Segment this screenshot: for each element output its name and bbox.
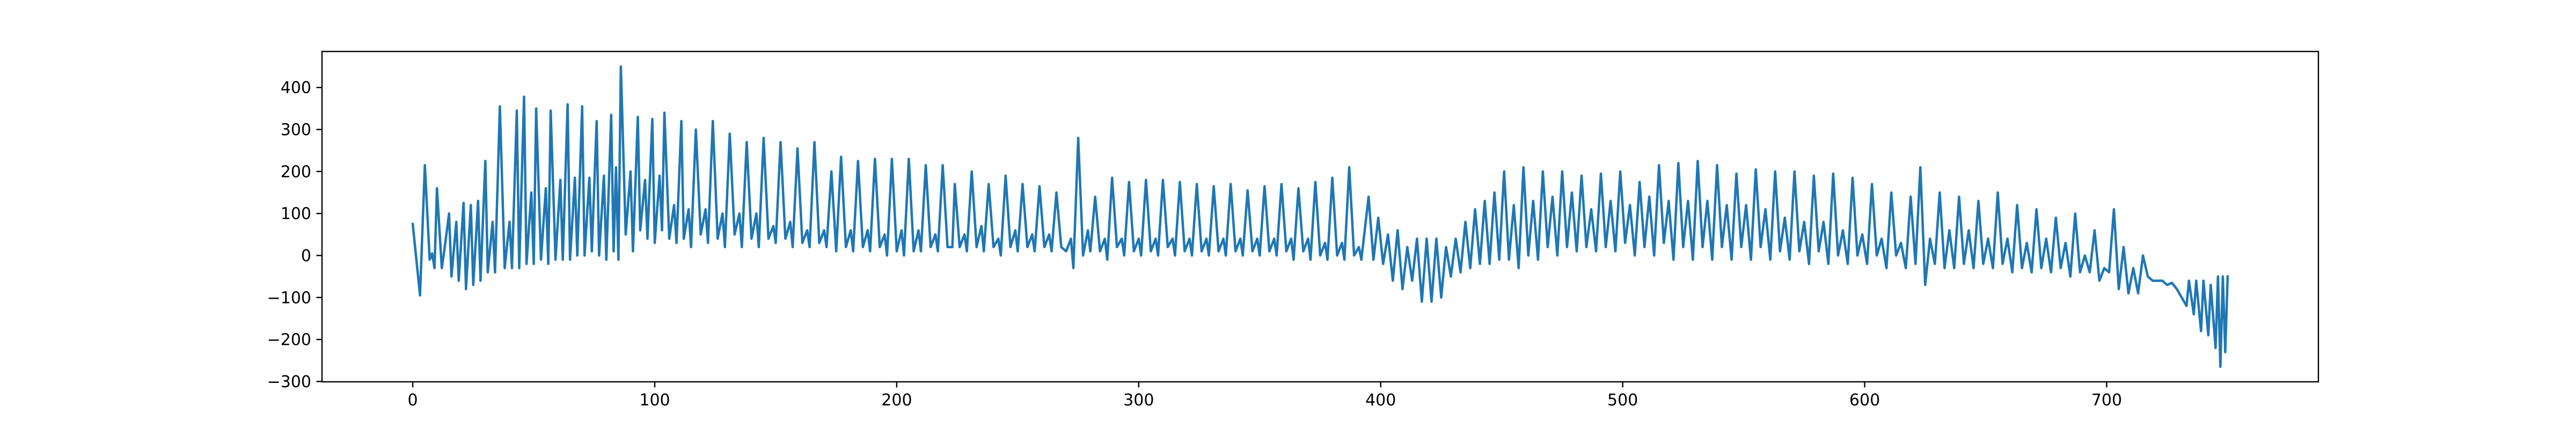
axes-frame [321, 50, 2319, 383]
x-tick-label: 600 [1849, 391, 1880, 410]
y-tick-label: −100 [267, 289, 311, 307]
ticks: 0 100 200 300 400 500 600 700 −300 −200 −100 0 100 20… [267, 79, 2122, 410]
x-tick-label: 0 [408, 391, 418, 410]
x-tick-label: 400 [1365, 391, 1396, 410]
x-tick-label: 500 [1607, 391, 1638, 410]
y-tick-label: −300 [267, 373, 311, 391]
y-tick-label: 0 [301, 247, 311, 265]
y-tick-label: 400 [281, 79, 311, 98]
y-tick-label: 100 [281, 205, 311, 224]
x-tick-label: 700 [2091, 391, 2122, 410]
x-tick-label: 100 [639, 391, 670, 410]
y-tick-label: 300 [281, 121, 311, 139]
y-tick-label: −200 [267, 331, 311, 350]
data-line [411, 65, 2229, 368]
y-tick-label: 200 [281, 162, 311, 181]
x-tick-label: 200 [881, 391, 912, 410]
plot [411, 65, 2229, 368]
x-tick-label: 300 [1123, 391, 1154, 410]
